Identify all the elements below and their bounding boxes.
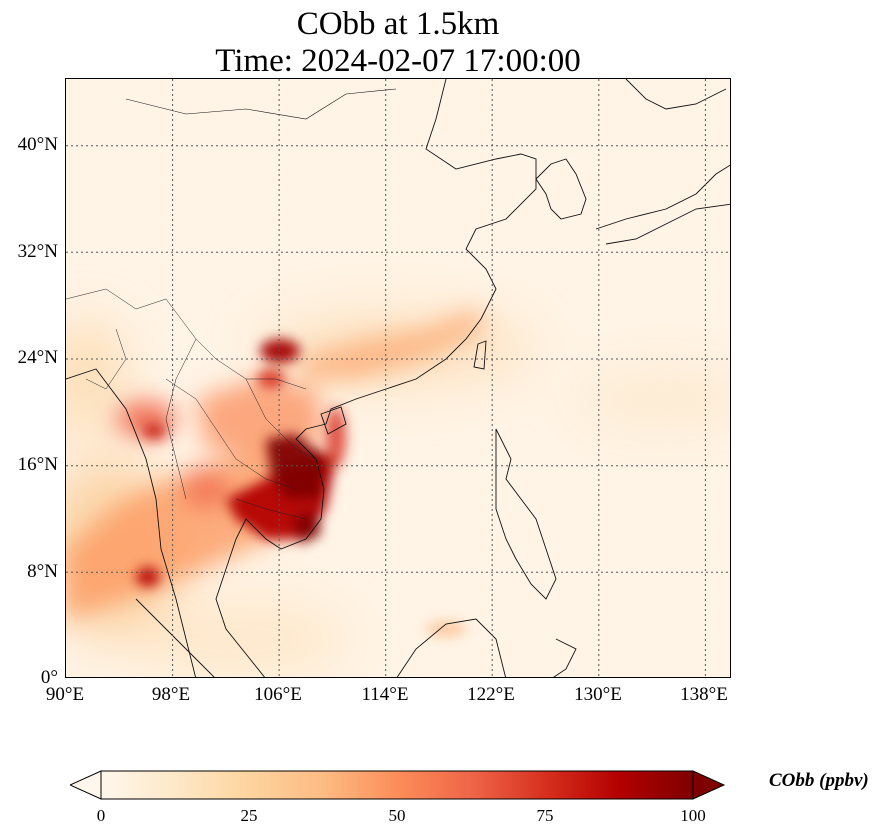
map-canvas <box>66 79 730 677</box>
myanmar-border-hotspot <box>142 423 166 439</box>
taiwan-coastline <box>473 340 487 370</box>
colorbar-over-arrow <box>692 770 726 800</box>
colorbar <box>68 768 726 802</box>
gridline-layer <box>66 79 730 677</box>
cambodia-border <box>235 498 307 520</box>
lat-tick-8n: 8°N <box>27 561 58 582</box>
bengal-background-plume <box>66 319 126 439</box>
country-border-layer <box>66 288 317 520</box>
lon-tick-114e: 114°E <box>361 684 409 705</box>
pacific-background-plume <box>576 369 730 429</box>
lon-tick-106e: 106°E <box>254 684 302 705</box>
lon-tick-122e: 122°E <box>467 684 515 705</box>
lon-tick-98e: 98°E <box>151 684 191 705</box>
map-subtitle-time: Time: 2024-02-07 17:00:00 <box>215 43 581 79</box>
lat-tick-0: 0° <box>40 667 58 688</box>
lat-tick-32n: 32°N <box>17 241 58 262</box>
colorbar-svg <box>68 770 726 800</box>
north-vietnam-hotspot <box>260 339 300 363</box>
lat-tick-16n: 16°N <box>17 454 58 475</box>
hainan-coastline <box>320 406 347 435</box>
laos-vietnam-border <box>245 378 317 460</box>
lat-tick-40n: 40°N <box>17 134 58 155</box>
laos-thailand-border <box>165 378 297 490</box>
lon-tick-138e: 138°E <box>680 684 728 705</box>
hokkaido-coastline <box>625 79 727 110</box>
lon-tick-90e: 90°E <box>45 684 85 705</box>
colorbar-tick-0: 0 <box>96 806 106 825</box>
colorbar-tick-25: 25 <box>240 806 258 825</box>
thailand-hotspot <box>181 469 231 509</box>
south-china-plume <box>296 309 486 379</box>
colorbar-tick-75: 75 <box>536 806 554 825</box>
colorbar-label: CObb (ppbv) <box>769 770 869 791</box>
japan-south-coastline <box>605 203 730 245</box>
colorbar-tick-100: 100 <box>680 806 706 825</box>
central-vietnam-hotspot <box>266 434 326 499</box>
japan-coastline <box>595 164 730 230</box>
myanmar-coastline <box>66 368 196 677</box>
sulawesi-coastline <box>553 638 577 677</box>
lat-tick-24n: 24°N <box>17 347 58 368</box>
borneo-coastline <box>396 618 506 677</box>
borneo-plume <box>426 621 466 637</box>
map-title: CObb at 1.5km <box>296 6 500 42</box>
northern-border <box>125 88 397 120</box>
colorbar-under-arrow <box>68 770 102 800</box>
lon-tick-130e: 130°E <box>574 684 622 705</box>
sumatra-coastline <box>135 598 215 677</box>
colorbar-gradient <box>101 771 693 799</box>
philippines-coastline <box>495 428 557 600</box>
coastline-layer <box>66 79 730 677</box>
myanmar-thailand-border <box>165 338 197 500</box>
myanmar-coast-hotspot <box>136 567 160 587</box>
south-vietnam-hotspot <box>291 509 321 544</box>
colorbar-tick-50: 50 <box>388 806 406 825</box>
colorbar-outline <box>100 770 694 800</box>
strong-plume-layer <box>136 339 466 637</box>
malay-background-plume <box>126 599 346 677</box>
korea-coastline <box>535 158 587 220</box>
china-coastline <box>325 79 537 425</box>
indochina-coastline <box>215 423 327 677</box>
vietnam-coast-hotspot <box>326 407 346 467</box>
map-panel <box>65 78 731 678</box>
bangladesh-border <box>85 328 127 390</box>
